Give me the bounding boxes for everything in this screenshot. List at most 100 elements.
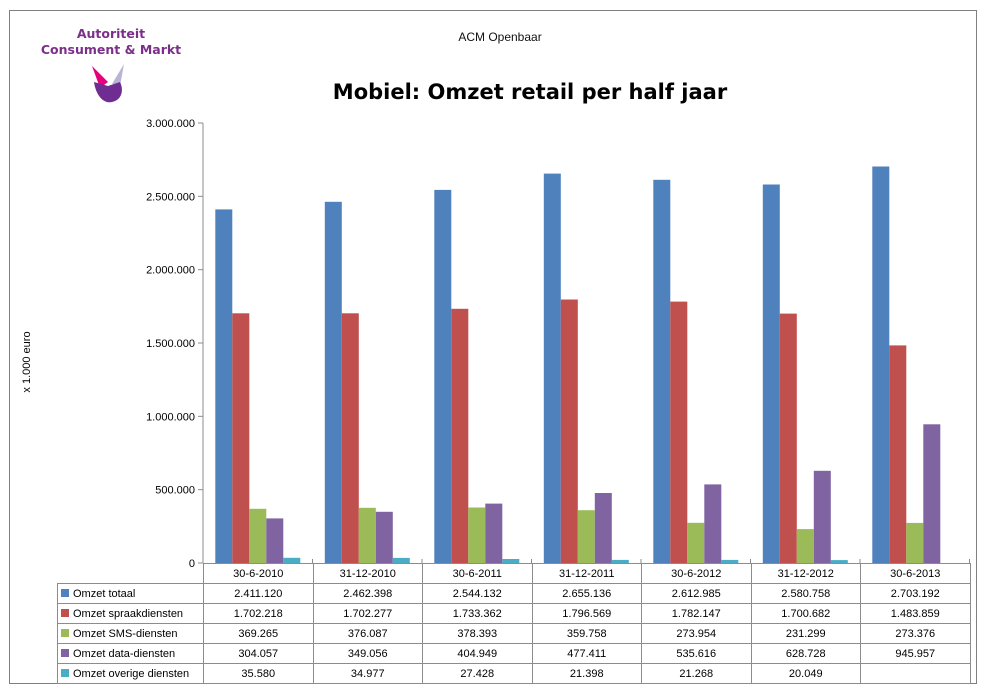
data-cell — [860, 663, 971, 684]
legend-swatch — [61, 628, 69, 637]
data-cell: 2.411.120 — [203, 583, 314, 604]
bar-omzet-spraakdiensten-5 — [779, 313, 797, 563]
data-cell: 1.796.569 — [531, 603, 642, 624]
bar-omzet-data-diensten-5 — [813, 470, 831, 563]
data-cell: 404.949 — [422, 643, 533, 664]
table-header-row: 30-6-2010 31-12-2010 30-6-2011 31-12-2011 30… — [58, 563, 971, 584]
data-cell: 2.580.758 — [750, 583, 861, 604]
legend-entry: Omzet SMS-diensten — [57, 623, 204, 644]
category-label: 30-6-2012 — [641, 563, 752, 584]
table-corner — [58, 564, 204, 584]
legend-entry: Omzet totaal — [57, 583, 204, 604]
bar-omzet-overige-diensten-3 — [611, 559, 629, 563]
bar-omzet-overige-diensten-0 — [283, 557, 301, 563]
category-label: 31-12-2012 — [750, 563, 861, 584]
bar-omzet-overige-diensten-2 — [502, 559, 520, 563]
table-row: Omzet SMS-diensten 369.265 376.087 378.393 3… — [57, 623, 971, 644]
data-cell: 231.299 — [750, 623, 861, 644]
data-cell: 1.702.218 — [203, 603, 314, 624]
bar-omzet-sms-diensten-6 — [906, 522, 924, 563]
bar-omzet-overige-diensten-5 — [830, 560, 848, 563]
bar-omzet-sms-diensten-4 — [687, 522, 705, 563]
data-cell: 369.265 — [203, 623, 314, 644]
bar-omzet-totaal-3 — [543, 173, 561, 563]
data-cell: 2.703.192 — [860, 583, 971, 604]
data-cell: 273.954 — [641, 623, 752, 644]
series-name: Omzet overige diensten — [73, 667, 190, 680]
bar-omzet-totaal-4 — [653, 179, 671, 564]
category-label: 30-6-2013 — [860, 563, 971, 584]
data-cell: 21.268 — [641, 663, 752, 684]
bar-omzet-totaal-1 — [324, 201, 342, 564]
data-cell: 21.398 — [531, 663, 642, 684]
bar-omzet-data-diensten-6 — [923, 424, 941, 563]
data-cell: 304.057 — [203, 643, 314, 664]
chart-title: Mobiel: Omzet retail per half jaar — [332, 80, 728, 104]
data-cell: 349.056 — [312, 643, 423, 664]
bar-omzet-data-diensten-3 — [594, 493, 612, 563]
bar-omzet-totaal-0 — [215, 209, 233, 563]
category-label: 30-6-2011 — [422, 563, 533, 584]
data-cell: 1.782.147 — [641, 603, 752, 624]
bar-omzet-sms-diensten-2 — [468, 507, 486, 563]
acm-logo-text: Autoriteit Consument & Markt — [36, 26, 186, 58]
data-cell: 27.428 — [422, 663, 533, 684]
series-name: Omzet data-diensten — [73, 647, 176, 660]
data-cell: 273.376 — [860, 623, 971, 644]
bar-omzet-sms-diensten-5 — [796, 529, 814, 563]
bar-omzet-spraakdiensten-6 — [889, 345, 907, 563]
series-name: Omzet totaal — [73, 587, 136, 600]
category-label: 31-12-2010 — [312, 563, 423, 584]
data-cell: 359.758 — [531, 623, 642, 644]
acm-logo-icon — [92, 64, 124, 103]
bar-omzet-overige-diensten-1 — [392, 557, 410, 563]
legend-swatch — [61, 588, 69, 597]
legend-entry: Omzet overige diensten — [57, 663, 204, 684]
y-tick-label: 1.000.000 — [146, 411, 195, 423]
data-cell: 376.087 — [312, 623, 423, 644]
bar-omzet-spraakdiensten-2 — [451, 308, 469, 563]
legend-swatch — [61, 668, 69, 677]
bars — [215, 166, 941, 564]
logo-line-2: Consument & Markt — [40, 42, 182, 57]
data-table: 30-6-2010 31-12-2010 30-6-2011 31-12-2011 30… — [57, 563, 971, 684]
data-cell: 35.580 — [203, 663, 314, 684]
data-cell: 1.483.859 — [860, 603, 971, 624]
legend-swatch — [61, 608, 69, 617]
data-cell: 535.616 — [641, 643, 752, 664]
category-label: 31-12-2011 — [531, 563, 642, 584]
legend-entry: Omzet spraakdiensten — [57, 603, 204, 624]
bar-omzet-sms-diensten-0 — [249, 508, 267, 563]
bar-omzet-spraakdiensten-4 — [670, 301, 688, 563]
data-cell: 2.462.398 — [312, 583, 423, 604]
bar-omzet-data-diensten-0 — [266, 518, 284, 563]
series-name: Omzet spraakdiensten — [73, 607, 184, 620]
table-row: Omzet overige diensten 35.580 34.977 27.428… — [57, 663, 971, 684]
table-row: Omzet totaal 2.411.120 2.462.398 2.544.132 2… — [57, 583, 971, 604]
bar-omzet-spraakdiensten-3 — [560, 299, 578, 563]
y-tick-label: 3.000.000 — [146, 118, 195, 130]
axes: 0 500.000 1.000.000 1.500.000 2.000.000 2.500… — [146, 118, 970, 570]
data-cell: 378.393 — [422, 623, 533, 644]
y-tick-label: 2.500.000 — [146, 191, 195, 203]
bar-omzet-sms-diensten-1 — [358, 507, 376, 563]
data-cell: 20.049 — [750, 663, 861, 684]
table-row: Omzet data-diensten 304.057 349.056 404.949… — [57, 643, 971, 664]
data-cell: 477.411 — [531, 643, 642, 664]
data-cell: 2.612.985 — [641, 583, 752, 604]
y-tick-label: 0 — [189, 558, 195, 570]
data-cell: 1.700.682 — [750, 603, 861, 624]
series-name: Omzet SMS-diensten — [73, 627, 178, 640]
legend-entry: Omzet data-diensten — [57, 643, 204, 664]
classification-label: ACM Openbaar — [458, 30, 542, 44]
data-cell: 34.977 — [312, 663, 423, 684]
category-label: 30-6-2010 — [203, 563, 314, 584]
bar-omzet-data-diensten-2 — [485, 503, 503, 563]
data-cell: 628.728 — [750, 643, 861, 664]
data-cell: 1.702.277 — [312, 603, 423, 624]
bar-omzet-totaal-5 — [762, 184, 780, 563]
bar-omzet-overige-diensten-4 — [721, 559, 739, 563]
y-tick-label: 500.000 — [155, 485, 195, 497]
data-cell: 945.957 — [860, 643, 971, 664]
